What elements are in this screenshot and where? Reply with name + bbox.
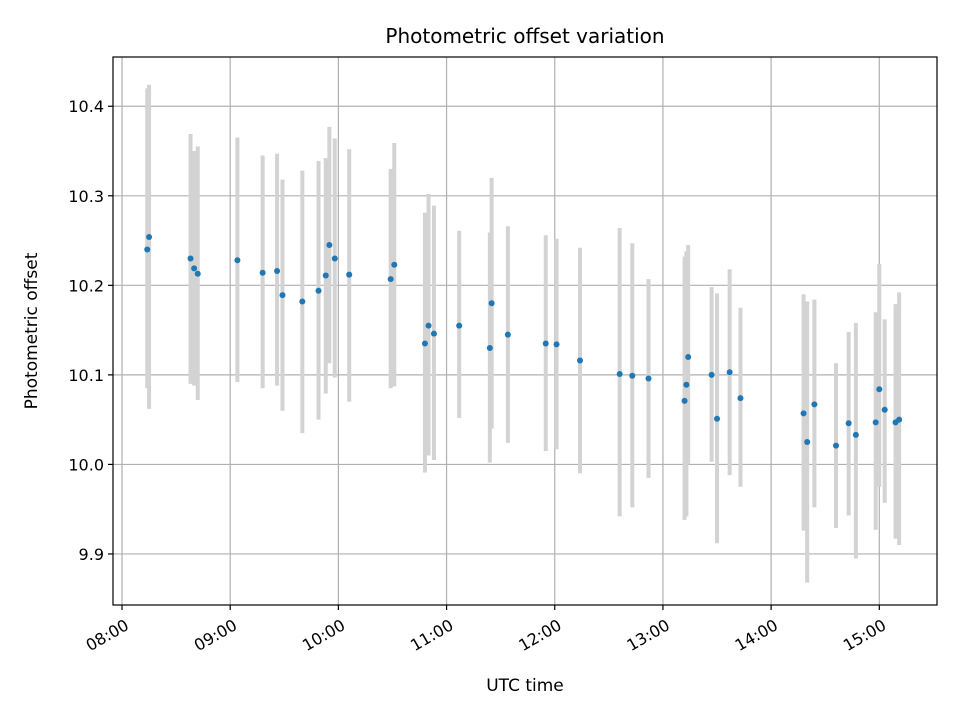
data-point	[191, 265, 198, 272]
data-point	[144, 246, 151, 253]
plot-frame	[112, 56, 938, 606]
data-point	[881, 406, 888, 413]
data-point	[486, 345, 493, 352]
y-tick-label: 10.1	[68, 366, 104, 385]
data-point	[876, 386, 883, 393]
y-tick-label: 10.4	[68, 97, 104, 116]
data-point	[811, 401, 818, 408]
data-point	[274, 268, 281, 275]
data-point	[504, 331, 511, 338]
data-point	[488, 300, 495, 307]
grid	[113, 57, 937, 605]
data-point	[326, 242, 333, 249]
data-point	[346, 271, 353, 278]
y-tick-label: 10.2	[68, 276, 104, 295]
data-point	[896, 416, 903, 423]
data-point	[685, 353, 692, 360]
data-point	[146, 233, 153, 240]
data-point	[331, 255, 338, 262]
data-point	[629, 372, 636, 379]
data-points	[144, 233, 903, 449]
y-tick-label: 10.3	[68, 187, 104, 206]
data-point	[194, 270, 201, 277]
data-point	[553, 341, 560, 348]
data-point	[279, 292, 286, 299]
data-point	[872, 419, 879, 426]
data-point	[800, 410, 807, 417]
y-axis-label: Photometric offset	[22, 252, 42, 409]
data-point	[852, 431, 859, 438]
data-point	[645, 375, 652, 382]
data-point	[391, 261, 398, 268]
data-point	[456, 322, 463, 329]
data-point	[259, 269, 266, 276]
data-point	[845, 420, 852, 427]
data-point	[421, 340, 428, 347]
data-point	[187, 255, 194, 262]
data-point	[299, 298, 306, 305]
y-tick-label: 9.9	[79, 545, 104, 564]
data-point	[322, 272, 329, 279]
data-point	[425, 322, 432, 329]
data-point	[681, 397, 688, 404]
data-point	[430, 330, 437, 337]
x-axis-label: UTC time	[486, 676, 564, 696]
data-point	[708, 371, 715, 378]
data-point	[683, 381, 690, 388]
data-point	[737, 395, 744, 402]
data-point	[833, 442, 840, 449]
data-point	[726, 369, 733, 376]
data-point	[387, 276, 394, 283]
data-point	[576, 357, 583, 364]
y-tick-label: 10.0	[68, 455, 104, 474]
data-point	[804, 439, 811, 446]
data-point	[616, 370, 623, 377]
data-point	[714, 415, 721, 422]
data-point	[234, 257, 241, 264]
chart-title: Photometric offset variation	[385, 24, 664, 48]
data-point	[315, 287, 322, 294]
data-point	[542, 340, 549, 347]
